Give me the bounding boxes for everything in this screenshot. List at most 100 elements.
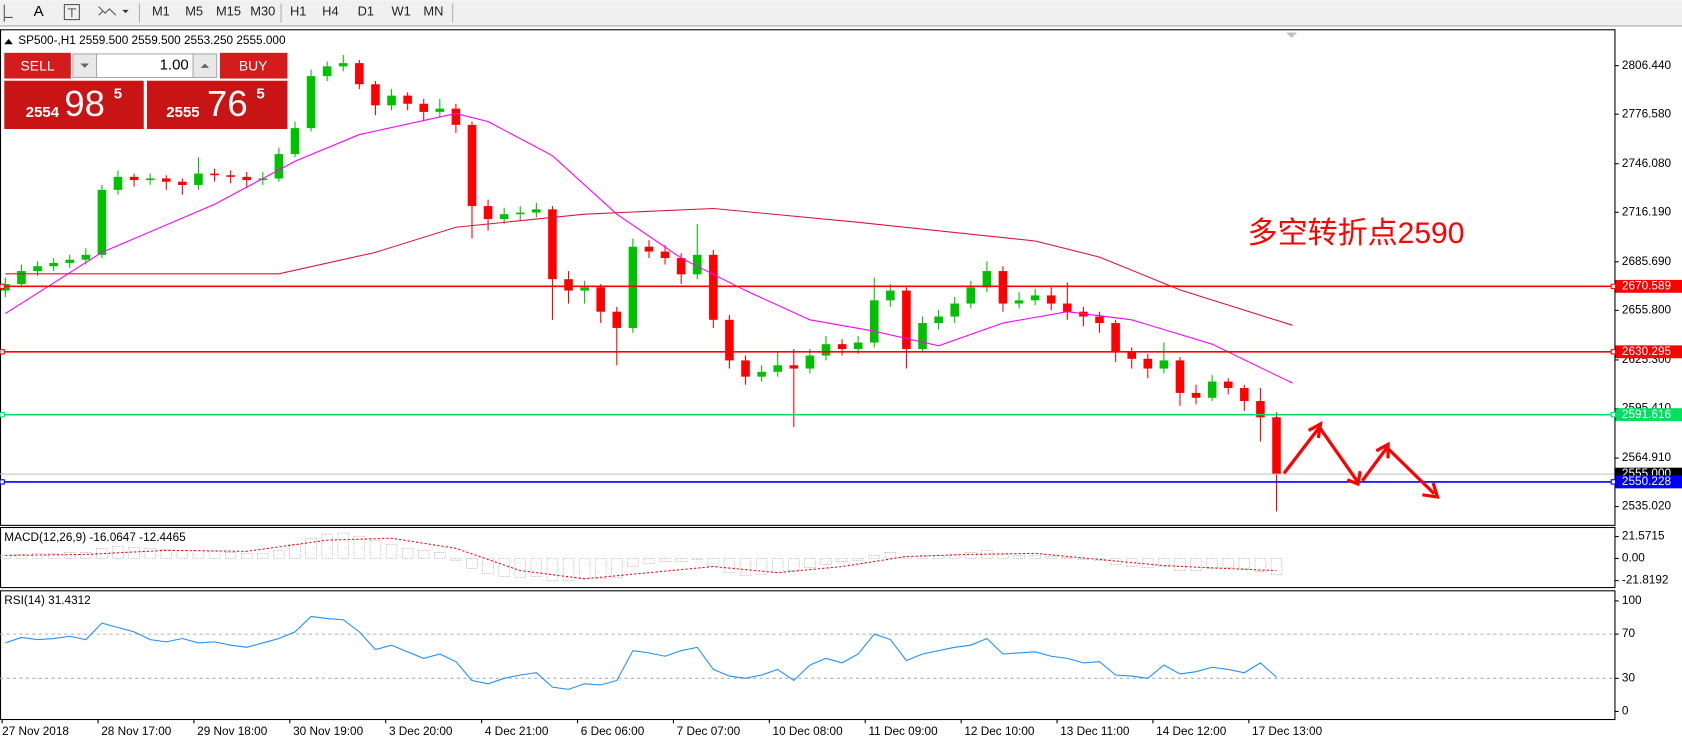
rsi-line [5, 615, 1277, 690]
candle-body [1095, 316, 1104, 324]
timeframe-button[interactable]: M5 [185, 3, 203, 18]
ask-box[interactable] [146, 80, 288, 129]
timeframe-button[interactable]: H4 [322, 3, 338, 18]
candle-body [902, 290, 911, 350]
ask-sup: 5 [256, 86, 264, 103]
candle-body [113, 176, 123, 190]
macd-bar [868, 555, 880, 559]
lot-down-arrow [80, 63, 90, 68]
line-price-label: 2591.616 [1622, 408, 1672, 421]
candle-body [242, 176, 252, 181]
bid-sup: 5 [114, 86, 122, 103]
line-handle [1610, 411, 1617, 418]
macd-bar [916, 556, 929, 559]
y-tick-label: 2716.190 [1622, 205, 1672, 218]
text-tool[interactable]: A [34, 3, 44, 20]
candle-body [371, 84, 380, 106]
macd-bar [15, 554, 28, 559]
macd-bar [241, 553, 253, 559]
timeframe-button[interactable]: W1 [392, 3, 411, 18]
moving-average [5, 207, 1293, 326]
candle-body [950, 303, 959, 317]
y-tick-label: 2655.800 [1622, 303, 1672, 316]
annotation: 多空转折点2590 [1248, 217, 1465, 250]
candle-body [129, 176, 139, 181]
candle-body [161, 178, 171, 182]
macd-bar [772, 558, 784, 573]
panel-title: MACD(12,26,9) -16.0647 -12.4465 [4, 531, 186, 544]
sell-label[interactable]: SELL [20, 57, 54, 73]
candle-body [1191, 392, 1201, 398]
candle-body [226, 175, 235, 177]
macd-bar [723, 558, 736, 573]
y-tick-label: 2535.020 [1622, 500, 1672, 513]
buy-button[interactable] [219, 52, 288, 79]
candle-body [49, 262, 58, 267]
y-tick-label: 0 [1622, 705, 1629, 718]
label-tool[interactable] [63, 4, 80, 21]
line-handle [1610, 479, 1617, 485]
y-tick-label: 0.00 [1622, 552, 1645, 565]
shapes-tool[interactable] [98, 6, 117, 16]
timeframe-button[interactable]: D1 [358, 3, 374, 18]
candle-body [934, 316, 943, 324]
y-tick-label: 100 [1622, 594, 1642, 607]
candle-body [725, 319, 734, 361]
candle-body [692, 254, 702, 275]
line-price-tag [1615, 408, 1682, 422]
macd-bar [852, 558, 864, 561]
macd-bar [80, 552, 92, 559]
candle-body [1240, 388, 1249, 402]
candle-body [773, 365, 783, 372]
candle-body [676, 258, 686, 275]
dropdown-arrow[interactable] [122, 9, 129, 14]
rsi-panel [0, 590, 1616, 721]
time-label: 10 Dec 08:00 [773, 725, 844, 738]
timeframe-button[interactable]: H1 [290, 3, 306, 18]
y-tick-label: 2746.080 [1622, 157, 1672, 170]
sell-button[interactable] [4, 52, 71, 79]
macd-bar [1270, 558, 1283, 575]
macd-signal [5, 537, 1277, 580]
macd-bar [981, 550, 993, 559]
macd-bar [691, 558, 703, 560]
time-label: 12 Dec 10:00 [964, 725, 1035, 738]
crosshair-icon[interactable] [3, 4, 13, 22]
macd-bar [514, 558, 526, 579]
macd-bar [31, 553, 44, 559]
macd-bar [659, 558, 671, 562]
timeframe-bar: M1 M5 M15 M30 H1 H4 D1 W1 MN [152, 3, 443, 18]
candle-body [741, 360, 750, 377]
buy-label[interactable]: BUY [239, 57, 268, 73]
candle-body [81, 254, 91, 260]
lot-value[interactable]: 1.00 [160, 57, 189, 74]
macd-bar [1109, 558, 1122, 565]
candle-body [1256, 401, 1265, 418]
timeframe-button[interactable]: MN [423, 3, 443, 18]
tool-icons: A [3, 3, 454, 23]
macd-bar [144, 547, 156, 559]
panel-title: RSI(14) 31.4312 [4, 594, 90, 607]
bid-box[interactable] [4, 80, 144, 129]
line-handle [0, 349, 5, 355]
candle-body [515, 212, 525, 215]
candle-body [1207, 381, 1217, 398]
macd-bar [804, 558, 816, 568]
moving-average [5, 112, 1293, 384]
candle-body [660, 251, 670, 259]
candle-body [1, 284, 10, 291]
macd-bar [611, 558, 623, 579]
candle-body [548, 209, 557, 280]
macd-bar [47, 553, 60, 559]
bid-prefix: 2554 [26, 104, 60, 121]
candle-body [499, 214, 509, 220]
timeframe-button[interactable]: M1 [152, 3, 170, 18]
macd-bar [1174, 558, 1186, 571]
timeframe-button[interactable]: M30 [250, 3, 275, 18]
timeframe-button[interactable]: M15 [216, 3, 241, 18]
candle-body [355, 63, 364, 85]
macd-bar [546, 558, 559, 582]
time-label: 3 Dec 20:00 [389, 725, 453, 738]
ask-prefix: 2555 [166, 104, 199, 121]
